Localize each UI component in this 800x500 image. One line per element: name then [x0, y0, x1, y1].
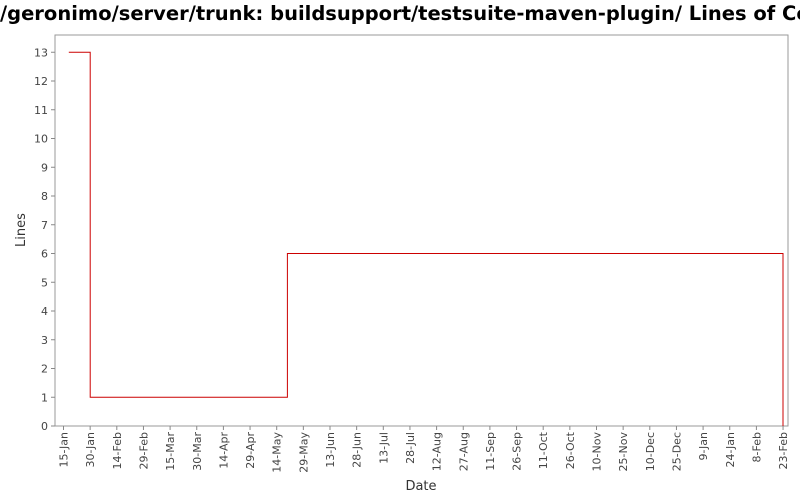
y-tick-label: 6: [41, 248, 48, 261]
y-tick-label: 9: [41, 161, 48, 174]
x-tick-label: 14-May: [271, 432, 284, 473]
x-tick-label: 25-Dec: [670, 432, 683, 471]
plot-area: [54, 34, 789, 427]
x-tick-label: 8-Feb: [750, 432, 763, 462]
x-tick-label: 26-Oct: [564, 431, 577, 469]
y-tick-label: 13: [34, 46, 48, 59]
y-tick-label: 4: [41, 305, 48, 318]
x-tick-label: 11-Oct: [537, 431, 550, 469]
x-tick-label: 27-Aug: [457, 432, 470, 471]
y-tick-label: 1: [41, 391, 48, 404]
x-tick-label: 13-Jul: [377, 432, 390, 464]
x-tick-label: 23-Feb: [777, 432, 790, 469]
x-tick-label: 29-Apr: [244, 432, 257, 469]
x-tick-label: 13-Jun: [324, 432, 337, 468]
x-tick-label: 11-Sep: [484, 432, 497, 471]
y-tick-label: 11: [34, 104, 48, 117]
y-tick-label: 12: [34, 75, 48, 88]
x-tick-label: 26-Sep: [511, 432, 524, 471]
x-tick-label: 28-Jun: [351, 432, 364, 468]
y-tick-label: 8: [41, 190, 48, 203]
x-tick-label: 29-May: [297, 432, 310, 473]
y-tick-label: 10: [34, 133, 48, 146]
x-tick-label: 24-Jan: [724, 432, 737, 468]
x-tick-label: 15-Mar: [164, 432, 177, 471]
x-tick-label: 25-Nov: [617, 432, 630, 472]
y-tick-label: 0: [41, 420, 48, 433]
series-line: [68, 51, 784, 426]
x-tick-label: 10-Dec: [644, 432, 657, 471]
x-tick-label: 29-Feb: [137, 432, 150, 469]
x-axis: 15-Jan 30-Jan 14-Feb 29-Feb 15-Mar 30-Mar 14-A…: [58, 426, 790, 473]
x-tick-label: 30-Jan: [84, 432, 97, 468]
x-axis-title: Date: [405, 479, 436, 494]
x-tick-label: 12-Aug: [431, 432, 444, 471]
y-tick-label: 2: [41, 363, 48, 376]
x-tick-label: 14-Feb: [111, 432, 124, 469]
y-tick-label: 3: [41, 334, 48, 347]
x-tick-label: 28-Jul: [404, 432, 417, 464]
series-layer: [68, 51, 784, 426]
x-tick-label: 10-Nov: [591, 432, 604, 472]
y-tick-label: 5: [41, 276, 48, 289]
y-axis-title: Lines: [14, 213, 29, 247]
x-tick-label: 14-Apr: [217, 432, 230, 469]
x-tick-label: 9-Jan: [697, 432, 710, 461]
x-tick-label: 15-Jan: [58, 432, 71, 468]
x-tick-label: 30-Mar: [191, 432, 204, 471]
chart-title: /geronimo/server/trunk: buildsupport/tes…: [0, 2, 800, 25]
y-tick-label: 7: [41, 219, 48, 232]
